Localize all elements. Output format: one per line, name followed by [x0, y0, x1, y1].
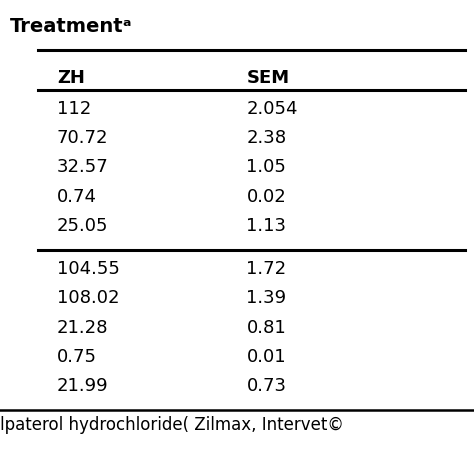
Text: 108.02: 108.02 [57, 289, 119, 307]
Text: ZH: ZH [57, 69, 85, 87]
Text: 2.38: 2.38 [246, 129, 287, 147]
Text: lpaterol hydrochloride( Zilmax, Intervet©: lpaterol hydrochloride( Zilmax, Intervet… [0, 416, 344, 434]
Text: 0.01: 0.01 [246, 348, 286, 366]
Text: 112: 112 [57, 100, 91, 118]
Text: 32.57: 32.57 [57, 158, 109, 176]
Text: 1.05: 1.05 [246, 158, 286, 176]
Text: Treatmentᵃ: Treatmentᵃ [9, 17, 132, 36]
Text: SEM: SEM [246, 69, 290, 87]
Text: 21.28: 21.28 [57, 319, 109, 337]
Text: 0.02: 0.02 [246, 188, 286, 206]
Text: 1.13: 1.13 [246, 217, 286, 235]
Text: 21.99: 21.99 [57, 377, 109, 395]
Text: 2.054: 2.054 [246, 100, 298, 118]
Text: 0.81: 0.81 [246, 319, 286, 337]
Text: 0.73: 0.73 [246, 377, 286, 395]
Text: 0.74: 0.74 [57, 188, 97, 206]
Text: 1.72: 1.72 [246, 260, 287, 278]
Text: 1.39: 1.39 [246, 289, 287, 307]
Text: 0.75: 0.75 [57, 348, 97, 366]
Text: 25.05: 25.05 [57, 217, 109, 235]
Text: 70.72: 70.72 [57, 129, 109, 147]
Text: 104.55: 104.55 [57, 260, 120, 278]
